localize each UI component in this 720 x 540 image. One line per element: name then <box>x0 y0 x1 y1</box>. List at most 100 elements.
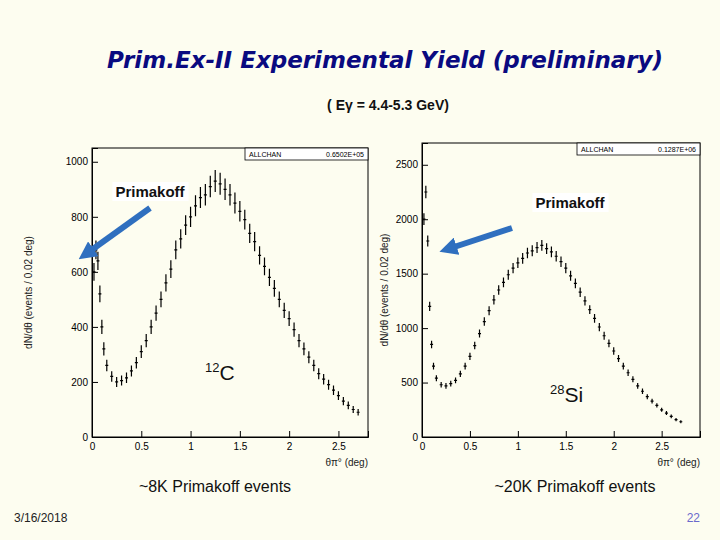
data-point <box>342 397 345 405</box>
data-point <box>502 277 505 287</box>
data-point <box>555 251 558 262</box>
stats-name: ALLCHAN <box>581 146 613 153</box>
data-point <box>233 193 236 214</box>
y-axis-title: dN/dθ (events / 0.02 deg) <box>379 234 390 347</box>
data-point <box>219 173 222 195</box>
x-axis: 00.511.522.5 <box>420 431 701 452</box>
chart: 00.511.522.505001000150020002500θπ° (deg… <box>379 143 701 495</box>
y-tick-mark <box>92 327 98 328</box>
data-point <box>164 274 167 291</box>
data-point <box>598 323 601 331</box>
x-tick-mark <box>240 431 241 437</box>
data-point <box>531 245 534 256</box>
data-point <box>560 256 563 266</box>
data-point <box>617 355 620 362</box>
data-point <box>288 311 291 326</box>
data-point <box>263 258 266 276</box>
data-points <box>422 186 682 423</box>
data-point <box>478 330 481 338</box>
y-tick: 800 <box>71 212 98 223</box>
data-point <box>516 258 519 268</box>
x-tick: 2.5 <box>332 431 346 452</box>
data-point <box>636 383 639 389</box>
data-point <box>497 285 500 295</box>
y-tick-label: 1500 <box>396 268 419 279</box>
arrow-label: Primakoff <box>535 194 605 211</box>
data-point <box>492 295 495 304</box>
data-point <box>273 280 276 297</box>
y-tick-label: 1000 <box>66 156 89 167</box>
data-point <box>238 201 241 221</box>
x-tick-label: 1 <box>516 441 522 452</box>
data-point <box>612 347 615 354</box>
x-tick-label: 0.5 <box>463 441 477 452</box>
arrow <box>448 228 512 249</box>
data-point <box>302 343 305 356</box>
y-tick-mark <box>92 162 98 163</box>
data-point <box>105 360 108 372</box>
data-point <box>312 360 315 372</box>
data-point <box>125 373 128 383</box>
x-tick-label: 2.5 <box>332 441 346 452</box>
data-point <box>307 351 310 363</box>
data-point <box>593 314 596 323</box>
data-point <box>102 342 105 355</box>
stats-value: 0.6502E+05 <box>326 151 364 158</box>
data-point <box>651 399 654 404</box>
data-point <box>130 365 133 376</box>
y-tick-mark <box>422 437 428 438</box>
y-tick-mark <box>422 165 428 166</box>
data-point <box>488 306 491 315</box>
x-tick: 1.5 <box>559 431 573 452</box>
y-tick-label: 500 <box>401 377 418 388</box>
arrow-label-bg <box>112 182 188 201</box>
data-point <box>564 263 567 273</box>
data-point <box>155 305 158 320</box>
target-label: 12C <box>205 360 235 384</box>
slide-date: 3/16/2018 <box>14 511 68 525</box>
data-point <box>646 394 649 399</box>
data-point <box>569 271 572 281</box>
y-tick: 500 <box>401 377 428 388</box>
arrow-label-bg <box>532 193 608 212</box>
slide: Prim.Ex-II Experimental Yield (prelimina… <box>0 0 720 540</box>
x-tick-mark <box>338 431 339 437</box>
data-point <box>98 286 101 303</box>
x-tick-mark <box>191 431 192 437</box>
x-axis: 00.511.522.5 <box>90 431 369 452</box>
x-tick-label: 0 <box>420 441 426 452</box>
x-tick-mark <box>470 431 471 437</box>
y-tick: 1000 <box>66 156 98 167</box>
plot-frame <box>92 148 368 437</box>
data-point <box>214 170 217 192</box>
data-point <box>357 409 360 416</box>
x-tick-mark <box>518 431 519 437</box>
data-point <box>588 305 591 314</box>
x-tick: 1.5 <box>233 431 247 452</box>
data-point <box>655 403 658 407</box>
y-axis-line <box>93 149 99 438</box>
data-point <box>627 370 630 376</box>
data-point <box>140 345 143 358</box>
x-tick-label: 0.5 <box>135 441 149 452</box>
data-point <box>665 411 668 415</box>
y-tick-mark <box>422 274 428 275</box>
data-point <box>424 186 427 198</box>
data-point <box>332 386 335 395</box>
x-tick-mark <box>566 431 567 437</box>
x-tick-label: 2 <box>611 441 617 452</box>
data-point <box>278 291 281 307</box>
data-point <box>199 187 202 208</box>
plot-frame <box>422 143 700 437</box>
y-axis-title: dN/dθ (events / 0.02 deg) <box>23 236 34 349</box>
slide-page: 22 <box>687 511 701 525</box>
stats-box <box>577 143 700 155</box>
data-point <box>432 363 435 370</box>
x-tick-label: 1.5 <box>559 441 573 452</box>
data-point <box>135 357 138 369</box>
x-tick: 2 <box>287 431 293 452</box>
data-point <box>422 213 425 225</box>
y-tick: 0 <box>82 432 98 443</box>
y-tick: 400 <box>71 322 98 333</box>
data-point <box>545 243 548 254</box>
